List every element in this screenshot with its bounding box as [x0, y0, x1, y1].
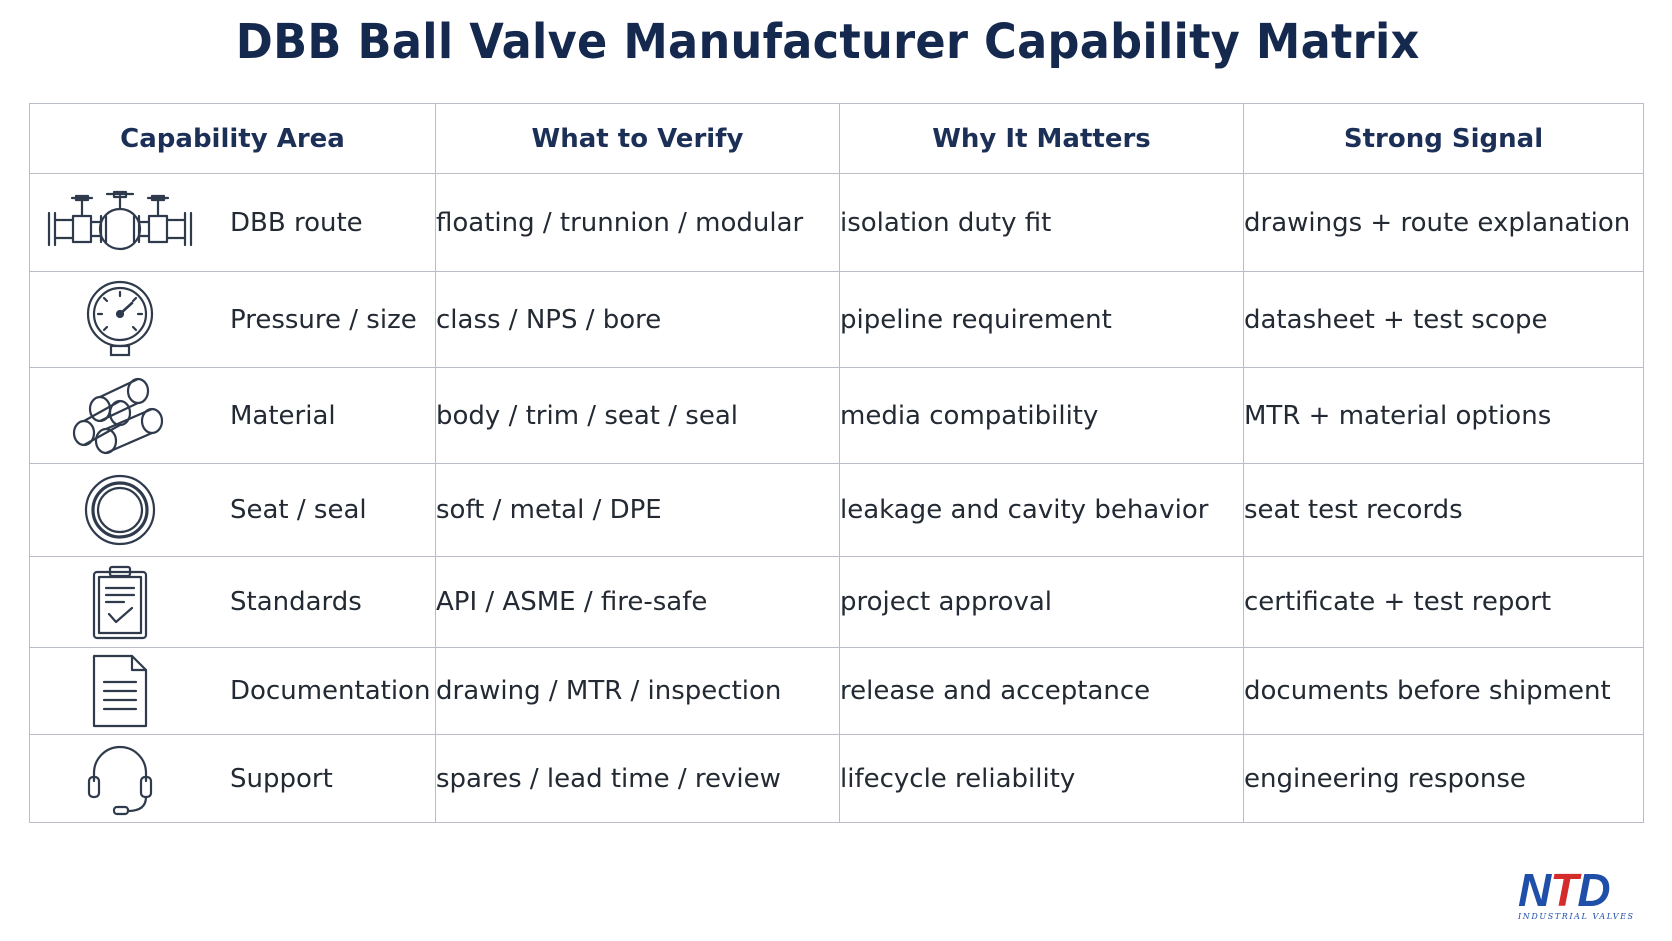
table-header-row: Capability Area What to Verify Why It Ma… [29, 103, 1644, 174]
what-to-verify-cell: floating / trunnion / modular [435, 173, 840, 272]
strong-signal-cell: seat test records [1243, 463, 1644, 557]
material-bars-icon [40, 368, 200, 463]
strong-signal-cell: drawings + route explanation [1243, 173, 1644, 272]
capability-area-label: Support [230, 763, 333, 794]
headset-icon [40, 735, 200, 822]
strong-signal-cell: datasheet + test scope [1243, 271, 1644, 368]
why-it-matters-cell: lifecycle reliability [839, 734, 1244, 823]
capability-area-cell: Support [29, 734, 436, 823]
header-capability-area: Capability Area [29, 103, 436, 174]
pressure-gauge-icon [40, 272, 200, 367]
why-it-matters-cell: isolation duty fit [839, 173, 1244, 272]
capability-area-label: Standards [230, 587, 362, 617]
document-icon [40, 648, 200, 734]
header-what-to-verify: What to Verify [435, 103, 840, 174]
table-row: Seat / seal soft / metal / DPE leakage a… [29, 463, 1644, 557]
capability-area-label: Material [230, 400, 336, 431]
clipboard-check-icon [40, 557, 200, 647]
why-it-matters-cell: pipeline requirement [839, 271, 1244, 368]
seal-ring-icon [40, 464, 200, 556]
table-row: Pressure / size class / NPS / bore pipel… [29, 271, 1644, 368]
table-row: Documentation drawing / MTR / inspection… [29, 647, 1644, 735]
strong-signal-cell: MTR + material options [1243, 367, 1644, 464]
why-it-matters-cell: media compatibility [839, 367, 1244, 464]
why-it-matters-cell: project approval [839, 556, 1244, 648]
capability-area-cell: Standards [29, 556, 436, 648]
logo-subtitle: INDUSTRIAL VALVES [1518, 912, 1635, 921]
capability-area-label: Pressure / size [230, 304, 417, 335]
what-to-verify-cell: API / ASME / fire-safe [435, 556, 840, 648]
header-why-it-matters: Why It Matters [839, 103, 1244, 174]
what-to-verify-cell: class / NPS / bore [435, 271, 840, 368]
strong-signal-cell: certificate + test report [1243, 556, 1644, 648]
valve-assembly-icon [40, 174, 200, 271]
table-row: Support spares / lead time / review life… [29, 734, 1644, 823]
capability-area-label: DBB route [230, 207, 363, 238]
strong-signal-cell: engineering response [1243, 734, 1644, 823]
company-logo: NTD INDUSTRIAL VALVES [1518, 864, 1658, 928]
what-to-verify-cell: spares / lead time / review [435, 734, 840, 823]
capability-area-cell: Material [29, 367, 436, 464]
table-row: DBB route floating / trunnion / modular … [29, 173, 1644, 272]
strong-signal-cell: documents before shipment [1243, 647, 1644, 735]
capability-matrix-table: Capability Area What to Verify Why It Ma… [29, 103, 1644, 823]
what-to-verify-cell: body / trim / seat / seal [435, 367, 840, 464]
capability-area-cell: DBB route [29, 173, 436, 272]
table-row: Material body / trim / seat / seal media… [29, 367, 1644, 464]
capability-area-label: Documentation [230, 676, 431, 706]
capability-area-label: Seat / seal [230, 495, 367, 525]
header-strong-signal: Strong Signal [1243, 103, 1644, 174]
capability-area-cell: Documentation [29, 647, 436, 735]
why-it-matters-cell: leakage and cavity behavior [839, 463, 1244, 557]
page-title: DBB Ball Valve Manufacturer Capability M… [235, 14, 1420, 70]
table-row: Standards API / ASME / fire-safe project… [29, 556, 1644, 648]
what-to-verify-cell: drawing / MTR / inspection [435, 647, 840, 735]
why-it-matters-cell: release and acceptance [839, 647, 1244, 735]
capability-area-cell: Pressure / size [29, 271, 436, 368]
what-to-verify-cell: soft / metal / DPE [435, 463, 840, 557]
logo-mark: NTD [1518, 864, 1611, 916]
capability-area-cell: Seat / seal [29, 463, 436, 557]
